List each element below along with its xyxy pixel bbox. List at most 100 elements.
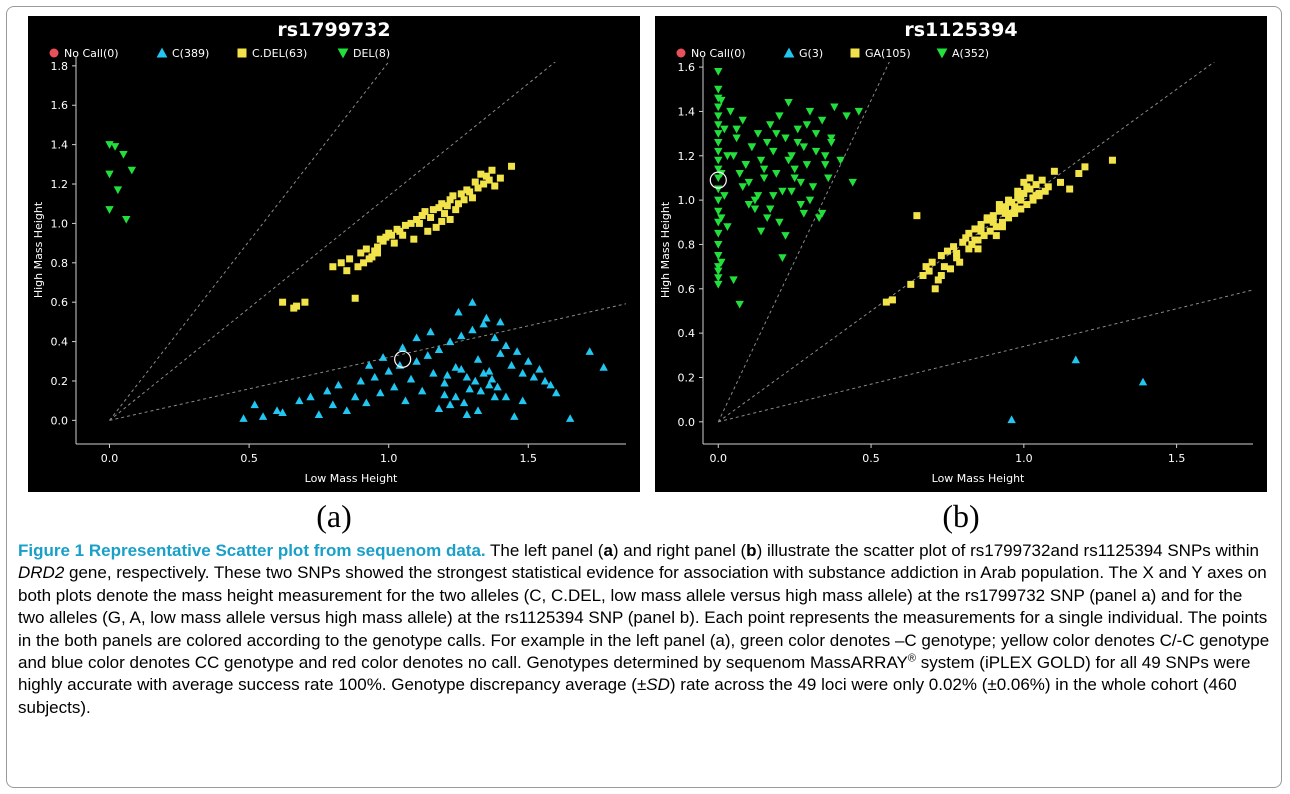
data-point <box>496 349 505 357</box>
data-point <box>747 143 757 152</box>
y-tick-label: 0.6 <box>51 296 69 309</box>
data-point <box>717 258 726 267</box>
data-point <box>750 196 760 205</box>
data-point <box>119 150 128 159</box>
data-point <box>468 297 477 306</box>
data-point <box>714 267 723 276</box>
data-point <box>802 161 812 169</box>
data-point <box>1017 205 1025 213</box>
data-point <box>784 156 793 165</box>
data-point <box>490 333 499 342</box>
data-point <box>434 404 444 413</box>
caption-gene-name: DRD2 <box>18 563 65 583</box>
data-point <box>759 165 769 174</box>
x-tick-label: 1.5 <box>520 452 538 465</box>
caption-text: ) and right panel ( <box>612 541 747 560</box>
data-point <box>965 229 973 237</box>
panel-letter-b: (b) <box>942 498 980 534</box>
data-point <box>735 300 744 309</box>
data-point <box>907 280 915 288</box>
data-point <box>714 274 723 282</box>
data-point <box>378 353 388 361</box>
chart-title: rs1125394 <box>904 19 1017 41</box>
data-point <box>449 192 457 200</box>
data-point <box>418 212 426 220</box>
chart-title: rs1799732 <box>277 19 390 41</box>
data-point <box>977 221 985 229</box>
data-point <box>928 258 936 266</box>
data-point <box>364 361 374 369</box>
data-point <box>398 343 407 351</box>
data-point <box>925 267 933 275</box>
data-point <box>417 386 427 395</box>
legend-marker <box>49 48 59 58</box>
data-point <box>714 85 723 94</box>
data-point <box>362 398 371 407</box>
y-tick-label: 0.4 <box>51 336 69 349</box>
caption-text: system (iPLEX GOLD) for all 49 SNPs were… <box>18 653 1251 695</box>
x-tick-label: 0.0 <box>710 452 728 465</box>
data-point <box>790 165 799 174</box>
data-point <box>491 182 499 190</box>
data-point <box>824 174 833 183</box>
legend-label: C(389) <box>172 47 209 60</box>
data-point <box>714 156 723 165</box>
data-point <box>842 112 851 121</box>
data-point <box>443 370 452 379</box>
data-point <box>714 252 723 260</box>
data-point <box>482 172 490 180</box>
data-point <box>473 355 483 363</box>
data-point <box>744 178 754 187</box>
data-point <box>413 215 421 223</box>
data-point <box>401 396 410 405</box>
data-point <box>738 183 747 192</box>
data-point <box>374 249 382 257</box>
selection-circle <box>709 171 727 189</box>
data-point <box>501 392 511 401</box>
data-point <box>1005 196 1013 204</box>
data-point <box>732 134 741 143</box>
data-point <box>376 388 385 397</box>
data-point <box>382 233 390 241</box>
data-point <box>421 208 429 216</box>
data-point <box>565 414 575 422</box>
data-point <box>342 406 352 415</box>
legend-marker <box>850 48 860 58</box>
data-point <box>480 180 488 188</box>
data-point <box>1023 183 1031 191</box>
data-point <box>323 386 332 395</box>
data-point <box>445 400 455 409</box>
reference-line <box>717 62 1216 423</box>
data-point <box>937 271 945 279</box>
data-point <box>438 217 446 225</box>
data-point <box>423 351 432 359</box>
data-point <box>462 372 472 381</box>
y-tick-label: 0.0 <box>678 416 696 429</box>
reference-lines <box>109 62 626 421</box>
caption-text: The left panel ( <box>485 541 604 560</box>
y-tick-label: 0.8 <box>51 257 69 270</box>
data-point <box>479 319 488 328</box>
data-point <box>974 245 982 253</box>
x-tick-label: 1.0 <box>380 452 398 465</box>
data-point <box>390 382 399 391</box>
data-point <box>830 103 839 112</box>
data-point <box>714 240 723 249</box>
data-point <box>1071 355 1080 364</box>
data-point <box>484 380 494 389</box>
y-axis-label: High Mass Height <box>32 201 45 298</box>
caption-text: ) illustrate the scatter plot of rs17997… <box>756 541 1259 560</box>
data-point <box>435 204 443 212</box>
data-point <box>940 263 948 271</box>
data-point <box>105 141 114 149</box>
data-point <box>493 382 502 391</box>
data-point <box>337 259 345 267</box>
data-point <box>127 166 137 175</box>
data-point <box>1020 189 1028 197</box>
data-point <box>487 374 497 383</box>
data-point <box>931 285 939 293</box>
data-point <box>301 298 309 306</box>
y-tick-label: 0.8 <box>678 238 696 251</box>
data-point <box>507 361 516 369</box>
data-point <box>986 227 994 235</box>
